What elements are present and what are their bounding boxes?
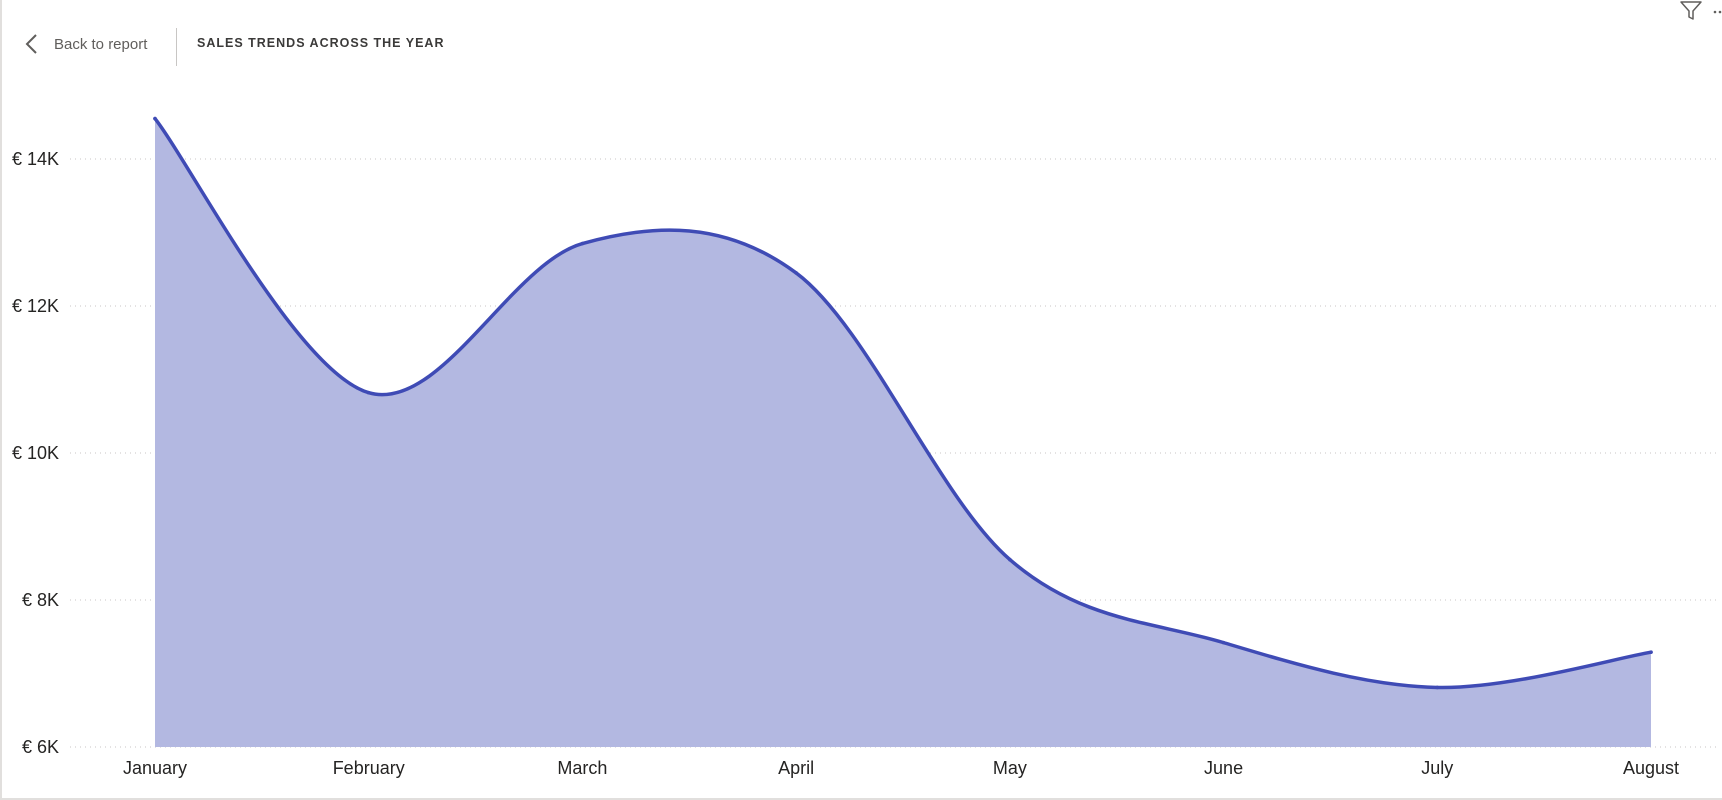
y-tick-label: € 8K bbox=[22, 590, 59, 610]
chevron-left-icon bbox=[20, 30, 42, 58]
y-axis: € 6K € 8K € 10K € 12K € 14K bbox=[12, 149, 59, 757]
x-tick-label: August bbox=[1623, 758, 1679, 778]
data-point-august[interactable] bbox=[1649, 650, 1653, 654]
back-to-report-button[interactable]: Back to report bbox=[20, 30, 147, 58]
data-point-march[interactable] bbox=[580, 241, 585, 246]
header-divider bbox=[176, 28, 177, 66]
data-points bbox=[153, 116, 1653, 690]
y-tick-label: € 10K bbox=[12, 443, 59, 463]
y-tick-label: € 14K bbox=[12, 149, 59, 169]
more-options-icon[interactable] bbox=[1712, 2, 1722, 18]
filter-icon[interactable] bbox=[1678, 0, 1704, 22]
y-tick-label: € 6K bbox=[22, 737, 59, 757]
x-tick-label: January bbox=[123, 758, 187, 778]
x-tick-label: July bbox=[1421, 758, 1453, 778]
x-tick-label: May bbox=[993, 758, 1027, 778]
x-tick-label: February bbox=[333, 758, 405, 778]
page-title: SALES TRENDS ACROSS THE YEAR bbox=[197, 36, 445, 50]
data-point-february[interactable] bbox=[366, 390, 371, 395]
sales-area bbox=[155, 118, 1651, 747]
back-to-report-label: Back to report bbox=[54, 35, 148, 53]
data-point-june[interactable] bbox=[1221, 640, 1226, 645]
header: Back to report SALES TRENDS ACROSS THE Y… bbox=[2, 0, 1722, 90]
data-point-may[interactable] bbox=[1008, 557, 1012, 562]
x-tick-label: March bbox=[557, 758, 607, 778]
data-point-july[interactable] bbox=[1435, 685, 1440, 690]
data-point-january[interactable] bbox=[153, 116, 157, 121]
y-tick-label: € 12K bbox=[12, 296, 59, 316]
data-point-april[interactable] bbox=[794, 271, 798, 275]
x-tick-label: June bbox=[1204, 758, 1243, 778]
x-axis: January February March April May June July Augu… bbox=[123, 758, 1679, 778]
x-tick-label: April bbox=[778, 758, 814, 778]
